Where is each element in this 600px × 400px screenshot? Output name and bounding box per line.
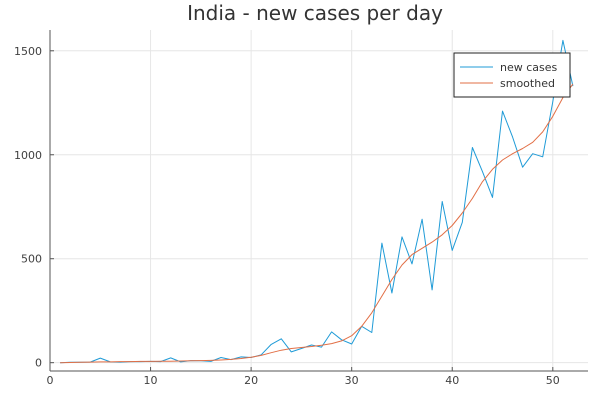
x-tick-label: 20: [244, 374, 258, 387]
series-layer: [60, 39, 574, 364]
legend-label-smoothed: smoothed: [500, 77, 555, 90]
x-tick-label: 0: [47, 374, 54, 387]
legend-label-new-cases: new cases: [500, 61, 558, 74]
chart-title: India - new cases per day: [187, 1, 443, 25]
x-tick-label: 40: [445, 374, 459, 387]
series-line-smoothed: [60, 83, 574, 364]
x-tick-label: 30: [345, 374, 359, 387]
x-tick-label: 50: [546, 374, 560, 387]
legend-box: [453, 52, 571, 98]
legend: new cases smoothed: [453, 52, 571, 98]
y-tick-label: 0: [35, 357, 42, 370]
x-tick-label: 10: [144, 374, 158, 387]
y-tick-label: 1000: [14, 149, 42, 162]
y-tick-label: 500: [21, 253, 42, 266]
y-tick-label: 1500: [14, 45, 42, 58]
